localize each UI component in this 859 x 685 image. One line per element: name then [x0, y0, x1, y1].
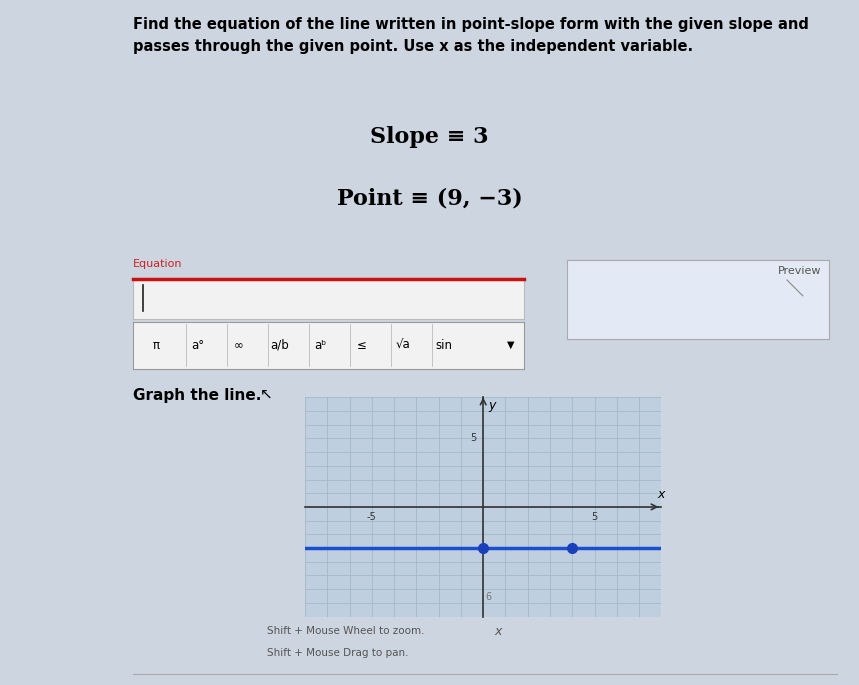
- Text: ▼: ▼: [507, 340, 514, 350]
- Text: √a: √a: [395, 339, 411, 351]
- Text: x: x: [657, 488, 664, 501]
- Text: Find the equation of the line written in point-slope form with the given slope a: Find the equation of the line written in…: [133, 17, 809, 54]
- Text: Point ≡ (9, −3): Point ≡ (9, −3): [337, 188, 522, 210]
- Text: π: π: [153, 339, 160, 351]
- Text: Shift + Mouse Wheel to zoom.: Shift + Mouse Wheel to zoom.: [267, 626, 424, 636]
- Text: Slope ≡ 3: Slope ≡ 3: [370, 126, 489, 148]
- Text: Graph the line.: Graph the line.: [133, 388, 261, 403]
- Text: a°: a°: [191, 339, 204, 351]
- Text: sin: sin: [436, 339, 453, 351]
- Text: ∞: ∞: [234, 339, 244, 351]
- Text: Shift + Mouse Drag to pan.: Shift + Mouse Drag to pan.: [267, 648, 409, 658]
- Text: 5: 5: [592, 512, 598, 522]
- Text: ↖: ↖: [260, 386, 273, 401]
- Text: 5: 5: [470, 434, 477, 443]
- Text: 6: 6: [485, 592, 492, 602]
- Text: ≤: ≤: [356, 339, 367, 351]
- Text: -5: -5: [367, 512, 376, 522]
- Text: Equation: Equation: [133, 259, 183, 269]
- Text: a/b: a/b: [271, 339, 289, 351]
- Text: aᵇ: aᵇ: [314, 339, 327, 351]
- Text: Preview: Preview: [777, 266, 821, 276]
- Text: x: x: [494, 625, 502, 638]
- Text: y: y: [489, 399, 497, 412]
